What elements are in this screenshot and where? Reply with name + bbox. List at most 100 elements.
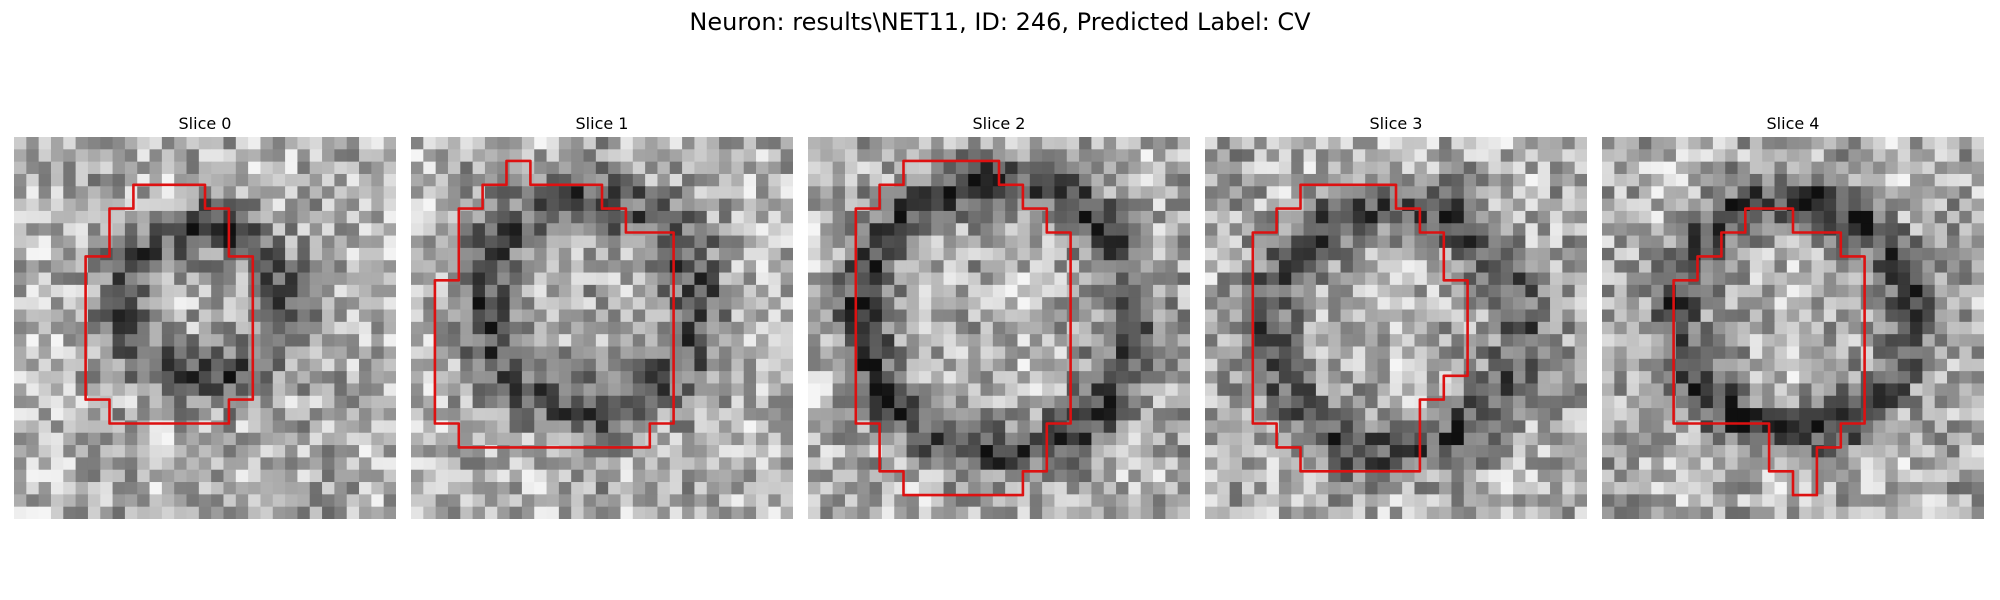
pixel-tile (808, 173, 821, 187)
pixel-tile (124, 494, 138, 508)
pixel-tile (968, 309, 982, 323)
pixel-tile (75, 469, 89, 483)
pixel-tile (1811, 161, 1825, 175)
pixel-tile (1910, 346, 1923, 360)
pixel-tile (161, 186, 175, 200)
pixel-tile (1439, 494, 1453, 508)
pixel-tile (1688, 161, 1702, 175)
pixel-tile (334, 494, 348, 508)
pixel-tile (657, 297, 671, 311)
pixel-tile (645, 358, 659, 372)
pixel-tile (285, 137, 299, 150)
pixel-tile (38, 173, 52, 187)
pixel-tile (1500, 309, 1514, 323)
pixel-tile (509, 161, 523, 175)
pixel-tile (509, 260, 523, 274)
pixel-tile (1971, 297, 1984, 311)
pixel-tile (832, 284, 846, 298)
pixel-tile (14, 334, 27, 348)
pixel-tile (460, 272, 474, 286)
pixel-tile (955, 420, 969, 434)
pixel-tile (918, 260, 932, 274)
pixel-tile (881, 272, 895, 286)
pixel-tile (309, 408, 323, 422)
pixel-tile (198, 494, 212, 508)
pixel-tile (645, 272, 659, 286)
pixel-tile (1562, 358, 1576, 372)
pixel-tile (309, 235, 323, 249)
pixel-tile (743, 149, 757, 163)
pixel-tile (1836, 161, 1850, 175)
pixel-tile (645, 247, 659, 261)
pixel-tile (1574, 457, 1587, 471)
pixel-tile (1725, 432, 1739, 446)
pixel-tile (1303, 223, 1317, 237)
pixel-tile (731, 371, 745, 385)
pixel-tile (931, 457, 945, 471)
pixel-tile (1749, 469, 1763, 483)
pixel-tile (906, 334, 920, 348)
pixel-tile (768, 469, 782, 483)
pixel-tile (918, 321, 932, 335)
pixel-tile (297, 432, 311, 446)
pixel-tile (534, 321, 548, 335)
pixel-tile (1079, 408, 1093, 422)
pixel-tile (1910, 235, 1923, 249)
pixel-tile (608, 334, 622, 348)
pixel-tile (1525, 223, 1539, 237)
pixel-tile (1079, 235, 1093, 249)
pixel-tile (768, 334, 782, 348)
pixel-tile (682, 247, 696, 261)
pixel-tile (1500, 198, 1514, 212)
pixel-tile (248, 457, 262, 471)
pixel-tile (918, 198, 932, 212)
pixel-tile (1934, 371, 1948, 385)
pixel-tile (1365, 494, 1379, 508)
pixel-tile (1217, 297, 1231, 311)
pixel-tile (943, 223, 957, 237)
pixel-tile (546, 358, 560, 372)
pixel-tile (645, 161, 659, 175)
pixel-tile (137, 395, 151, 409)
pixel-tile (235, 383, 249, 397)
pixel-tile (100, 395, 114, 409)
pixel-tile (1602, 432, 1615, 446)
pixel-tile (1749, 235, 1763, 249)
pixel-tile (248, 309, 262, 323)
pixel-tile (955, 260, 969, 274)
pixel-tile (322, 506, 335, 519)
pixel-tile (1836, 383, 1850, 397)
pixel-tile (682, 383, 696, 397)
pixel-tile (1091, 494, 1105, 508)
pixel-tile (1488, 408, 1502, 422)
pixel-tile (1947, 395, 1960, 409)
pixel-tile (1315, 272, 1329, 286)
pixel-tile (1029, 223, 1043, 237)
pixel-tile (1128, 420, 1142, 434)
pixel-tile (322, 334, 335, 348)
pixel-tile (460, 149, 474, 163)
pixel-tile (371, 210, 385, 224)
pixel-tile (137, 161, 151, 175)
pixel-tile (1414, 149, 1428, 163)
pixel-tile (1513, 173, 1526, 187)
pixel-tile (1885, 445, 1899, 458)
pixel-tile (1574, 297, 1587, 311)
pixel-tile (1848, 469, 1862, 483)
pixel-tile (1463, 420, 1477, 434)
pixel-tile (1799, 334, 1813, 348)
pixel-tile (100, 334, 114, 348)
pixel-tile (931, 260, 945, 274)
pixel-tile (1823, 358, 1837, 372)
pixel-tile (1177, 395, 1190, 409)
pixel-tile (1254, 149, 1268, 163)
pixel-tile (309, 383, 323, 397)
pixel-tile (931, 272, 945, 286)
pixel-tile (1291, 371, 1305, 385)
pixel-tile (955, 198, 969, 212)
pixel-tile (87, 186, 101, 200)
pixel-tile (1836, 284, 1850, 298)
pixel-tile (1254, 334, 1268, 348)
pixel-tile (731, 272, 745, 286)
pixel-tile (174, 161, 188, 175)
